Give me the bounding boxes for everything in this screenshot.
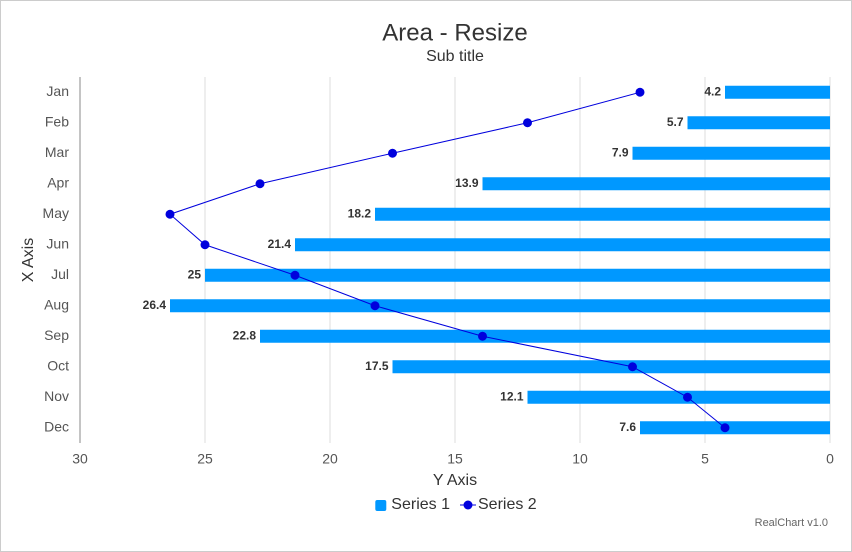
value-tick-label: 20 [322,451,338,467]
point [628,362,637,372]
chart-subtitle: Sub title [426,48,484,65]
category-tick-label: Jan [46,83,69,99]
line [169,91,726,429]
bar [295,238,830,252]
point [165,209,175,219]
bar [687,116,830,130]
value-axis-title: Y Axis [433,472,477,489]
data-label: 17.5 [365,359,389,373]
category-tick-label: Dec [44,418,69,434]
bar [482,177,830,191]
category-tick-label: May [43,205,69,221]
point [200,240,210,250]
data-label: 21.4 [268,237,292,251]
category-axis-title: X Axis [20,238,37,282]
value-tick-label: 10 [572,451,588,467]
category-tick-label: Jul [51,266,69,282]
data-label: 13.9 [455,176,479,190]
category-tick-label: Apr [47,174,69,190]
data-label: 26.4 [143,298,167,312]
legend-marker [375,500,387,511]
bar [640,421,830,435]
data-label: 12.1 [500,389,524,403]
value-tick-label: 25 [197,451,213,467]
bar [725,85,830,99]
legend: Series 1 Series 2 [375,496,537,513]
bar [632,146,830,160]
legend-label: Series 2 [478,496,537,513]
bar [527,390,830,404]
point [290,270,300,280]
category-tick-label: Jun [46,235,69,251]
value-tick-label: 0 [826,451,834,467]
credit: RealChart v1.0 [755,517,828,529]
point [478,331,487,341]
data-label: 25 [188,267,202,281]
data-label: 22.8 [233,328,257,342]
data-label: 7.9 [612,145,629,159]
data-label: 18.2 [348,206,372,220]
data-label: 7.6 [619,420,636,434]
value-tick-label: 15 [447,451,463,467]
bar [392,360,830,374]
bar [260,329,830,343]
point [388,148,397,158]
bar [170,299,830,313]
data-label: 4.2 [704,84,721,98]
value-tick-label: 30 [72,451,88,467]
category-tick-label: Mar [45,144,69,160]
point [720,423,730,433]
category-tick-label: Aug [44,296,69,312]
point [255,179,265,189]
category-tick-label: Nov [44,388,69,404]
point [635,87,645,97]
category-tick-label: Feb [45,113,69,129]
category-tick-label: Sep [44,327,69,343]
category-tick-label: Oct [47,357,69,373]
bar [375,207,830,221]
chart-title: Area - Resize [382,19,527,46]
point [523,118,532,128]
legend-marker [463,500,473,510]
data-label: 5.7 [667,115,684,129]
point [370,301,380,311]
legend-label: Series 1 [391,496,450,513]
bar [205,268,830,282]
point [683,392,692,402]
value-tick-label: 5 [701,451,709,467]
